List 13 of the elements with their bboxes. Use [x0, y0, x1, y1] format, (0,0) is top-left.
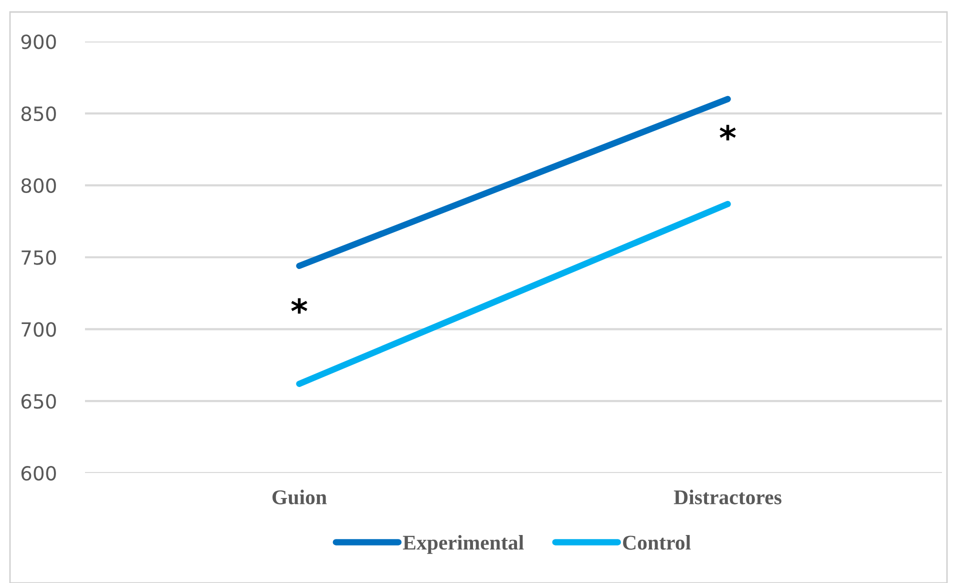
y-tick-label: 900	[21, 34, 56, 50]
legend-label: Control	[623, 535, 691, 550]
y-tick-label: 750	[22, 250, 56, 265]
annotation: *	[720, 124, 736, 140]
y-tick-label: 800	[21, 178, 56, 193]
x-tick-label: Guion	[272, 490, 327, 504]
y-tick-label: 850	[21, 106, 56, 122]
y-tick-label: 700	[22, 322, 56, 337]
y-tick-label: 600	[21, 466, 56, 481]
legend-label: Experimental	[402, 535, 524, 554]
annotation: *	[291, 298, 308, 314]
y-tick-label: 650	[21, 394, 56, 409]
x-tick-label: Distractores	[674, 490, 782, 504]
